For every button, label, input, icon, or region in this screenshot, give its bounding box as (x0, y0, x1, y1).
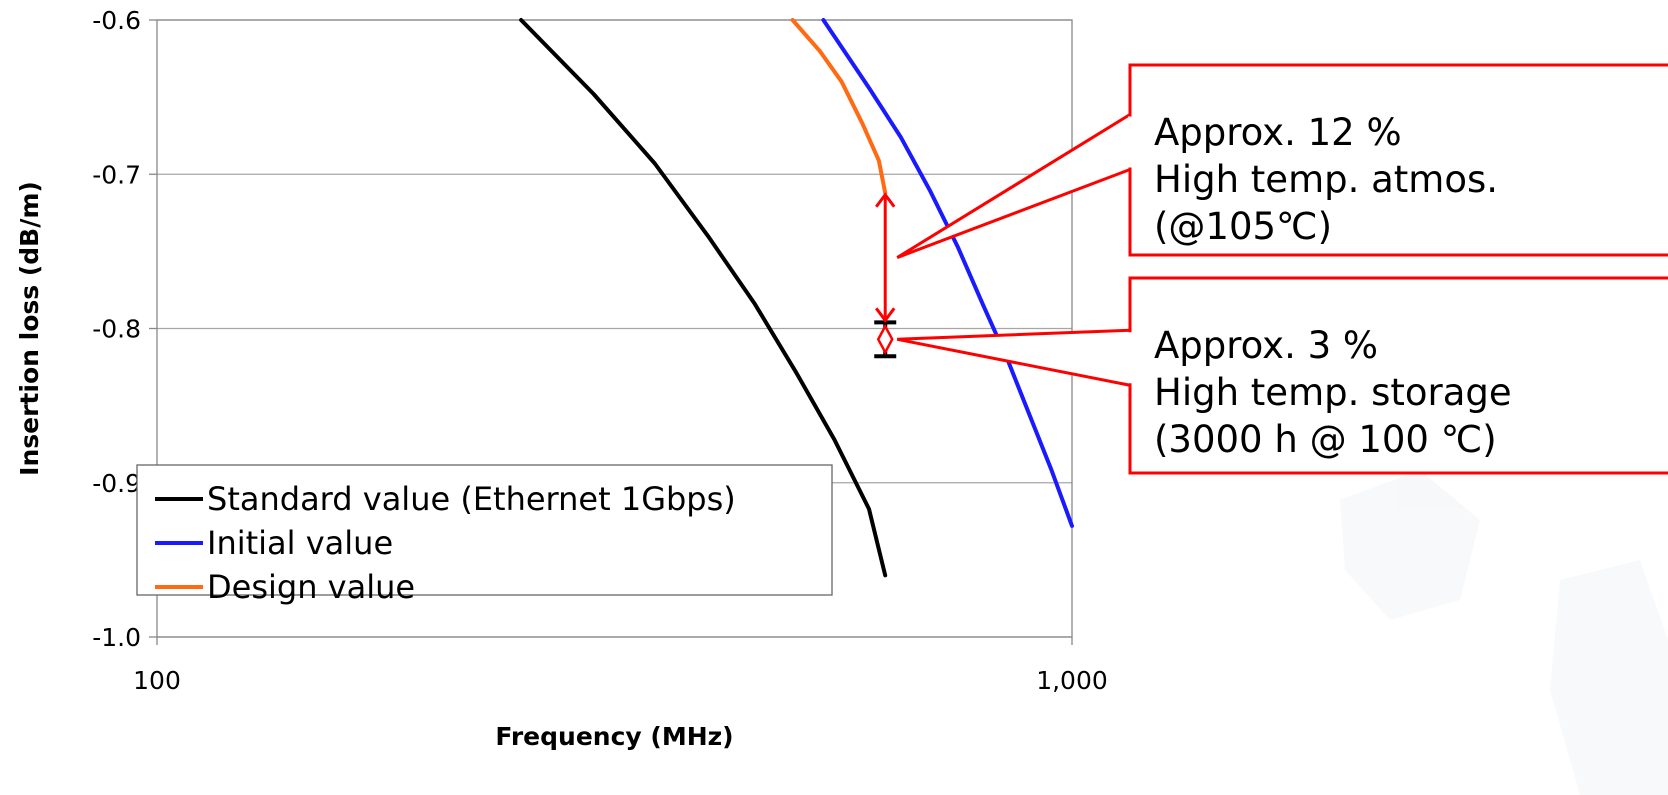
legend-label-2: Design value (207, 568, 415, 606)
change-arrow-head-bottom (875, 307, 896, 323)
callout-box-1 (1128, 276, 1668, 475)
legend: Standard value (Ethernet 1Gbps) Initial v… (136, 464, 833, 606)
y-axis-title: Insertion loss (dB/m) (15, 181, 44, 476)
measurement-markers (874, 192, 897, 359)
annotation-callouts: Approx. 12 %High temp. atmos.(@105℃) Appr… (896, 63, 1668, 475)
series-lines (519, 18, 1074, 578)
y-tick-label: -0.7 (92, 160, 141, 189)
callout-text-line: Approx. 3 % (1154, 324, 1378, 367)
plot-frame (156, 19, 1073, 638)
callout-text-line: High temp. atmos. (1154, 158, 1498, 201)
axes: -0.6 -0.7 -0.8 -0.9 -1.0 100 1,000 Frequency (M… (15, 6, 1108, 751)
y-tick-label: -0.6 (92, 6, 141, 35)
callout-text-line: (3000 h @ 100 ℃) (1154, 418, 1497, 461)
callout-text-line: (@105℃) (1154, 205, 1332, 248)
callout-seam-0 (1128, 116, 1133, 168)
series-line-0 (519, 18, 888, 578)
callout-seam-1 (1128, 332, 1133, 384)
callout-box-0 (1128, 63, 1668, 257)
diamond-marker (876, 323, 894, 355)
series-line-1 (821, 18, 1074, 528)
change-arrow-head-top (875, 192, 896, 208)
x-axis-title: Frequency (MHz) (495, 722, 733, 751)
series-line-2 (790, 18, 888, 195)
legend-label-0: Standard value (Ethernet 1Gbps) (207, 480, 736, 518)
callout-pointer-0 (896, 111, 1132, 259)
legend-label-1: Initial value (207, 524, 393, 562)
x-tick-label: 100 (133, 666, 181, 695)
callout-text-line: Approx. 12 % (1154, 111, 1402, 154)
y-tick-label: -1.0 (92, 623, 141, 652)
legend-box (136, 464, 833, 596)
callout-text-line: High temp. storage (1154, 371, 1512, 414)
y-tick-label: -0.8 (92, 315, 141, 344)
x-tick-label: 1,000 (1036, 666, 1108, 695)
y-tick-label: -0.9 (92, 469, 141, 498)
